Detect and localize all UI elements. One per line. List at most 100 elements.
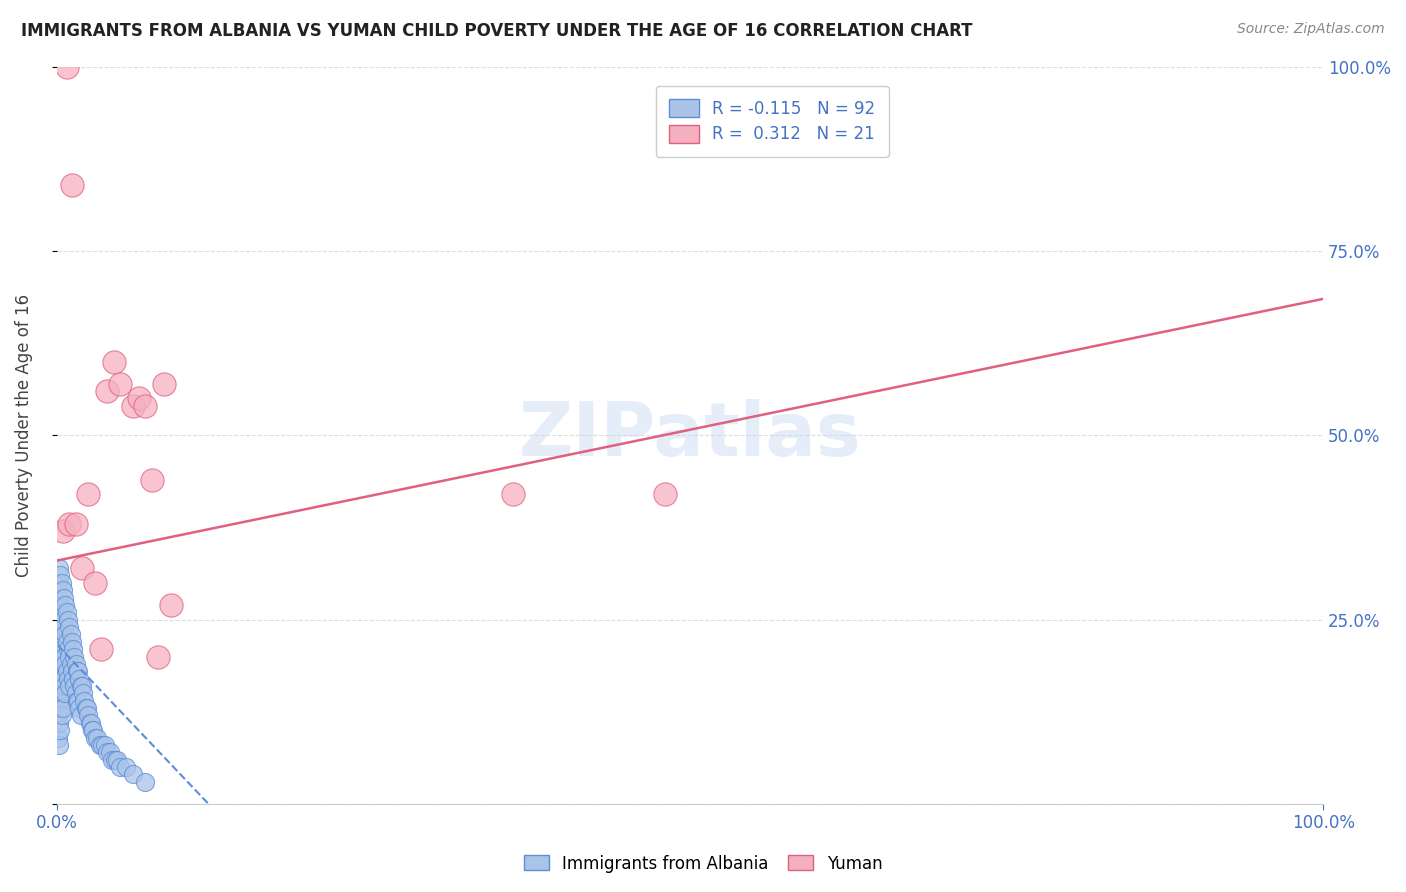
- Point: [72, 686, 94, 700]
- Point: [53, 679, 76, 693]
- Point: [51, 605, 73, 619]
- Point: [159, 598, 181, 612]
- Point: [66, 694, 89, 708]
- Point: [134, 775, 156, 789]
- Point: [79, 715, 101, 730]
- Point: [80, 723, 103, 738]
- Point: [69, 679, 91, 693]
- Point: [62, 672, 84, 686]
- Point: [58, 649, 80, 664]
- Point: [55, 60, 77, 74]
- Point: [55, 627, 77, 641]
- Point: [49, 620, 72, 634]
- Point: [67, 672, 90, 686]
- Point: [52, 672, 75, 686]
- Point: [134, 399, 156, 413]
- Point: [51, 686, 73, 700]
- Point: [55, 605, 77, 619]
- Point: [82, 723, 104, 738]
- Point: [67, 694, 90, 708]
- Point: [101, 753, 124, 767]
- Point: [56, 613, 79, 627]
- Point: [58, 679, 80, 693]
- Legend: R = -0.115   N = 92, R =  0.312   N = 21: R = -0.115 N = 92, R = 0.312 N = 21: [655, 86, 889, 157]
- Point: [70, 679, 93, 693]
- Point: [52, 642, 75, 657]
- Point: [55, 598, 77, 612]
- Point: [80, 715, 103, 730]
- Point: [76, 701, 98, 715]
- Point: [654, 487, 676, 501]
- Point: [48, 561, 70, 575]
- Point: [48, 694, 70, 708]
- Point: [48, 715, 70, 730]
- Point: [51, 575, 73, 590]
- Legend: Immigrants from Albania, Yuman: Immigrants from Albania, Yuman: [517, 848, 889, 880]
- Point: [55, 665, 77, 679]
- Point: [108, 760, 131, 774]
- Point: [55, 634, 77, 648]
- Point: [108, 376, 131, 391]
- Point: [46, 708, 69, 723]
- Point: [128, 392, 150, 406]
- Point: [51, 634, 73, 648]
- Point: [83, 575, 105, 590]
- Point: [59, 657, 82, 671]
- Point: [52, 583, 75, 598]
- Point: [60, 634, 83, 648]
- Point: [52, 613, 75, 627]
- Point: [70, 561, 93, 575]
- Point: [55, 657, 77, 671]
- Point: [146, 649, 169, 664]
- Point: [62, 642, 84, 657]
- Point: [49, 568, 72, 582]
- Point: [66, 665, 89, 679]
- Point: [90, 642, 112, 657]
- Point: [48, 613, 70, 627]
- Point: [56, 672, 79, 686]
- Point: [48, 665, 70, 679]
- Point: [48, 591, 70, 605]
- Point: [59, 627, 82, 641]
- Point: [107, 753, 129, 767]
- Point: [121, 767, 143, 781]
- Point: [73, 694, 96, 708]
- Point: [103, 354, 125, 368]
- Point: [83, 731, 105, 745]
- Point: [75, 701, 97, 715]
- Point: [104, 753, 127, 767]
- Point: [46, 598, 69, 612]
- Point: [46, 686, 69, 700]
- Point: [121, 399, 143, 413]
- Point: [65, 686, 87, 700]
- Point: [77, 487, 100, 501]
- Text: IMMIGRANTS FROM ALBANIA VS YUMAN CHILD POVERTY UNDER THE AGE OF 16 CORRELATION C: IMMIGRANTS FROM ALBANIA VS YUMAN CHILD P…: [21, 22, 973, 40]
- Point: [52, 524, 75, 538]
- Point: [63, 649, 86, 664]
- Point: [48, 738, 70, 752]
- Point: [96, 384, 118, 398]
- Point: [55, 686, 77, 700]
- Point: [67, 665, 90, 679]
- Point: [49, 649, 72, 664]
- Point: [89, 738, 111, 752]
- Point: [53, 620, 76, 634]
- Point: [49, 598, 72, 612]
- Point: [60, 665, 83, 679]
- Point: [48, 634, 70, 648]
- Point: [502, 487, 524, 501]
- Point: [58, 620, 80, 634]
- Point: [46, 665, 69, 679]
- Point: [51, 708, 73, 723]
- Point: [153, 376, 176, 391]
- Point: [49, 672, 72, 686]
- Point: [46, 634, 69, 648]
- Point: [49, 701, 72, 715]
- Point: [98, 745, 121, 759]
- Point: [67, 701, 90, 715]
- Point: [60, 178, 83, 192]
- Point: [141, 473, 163, 487]
- Y-axis label: Child Poverty Under the Age of 16: Child Poverty Under the Age of 16: [15, 293, 32, 577]
- Point: [115, 760, 138, 774]
- Point: [58, 516, 80, 531]
